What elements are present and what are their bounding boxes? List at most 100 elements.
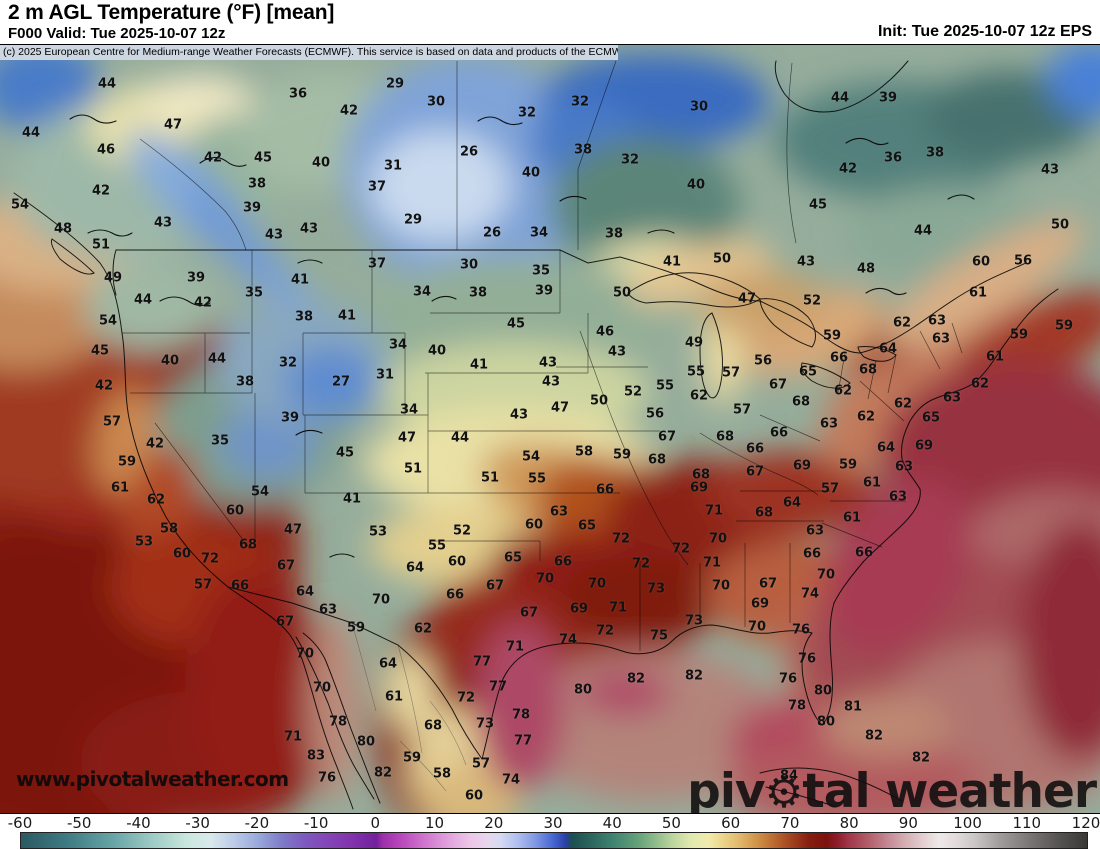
temp-label: 44 [133, 292, 153, 308]
temp-label: 71 [608, 600, 628, 616]
temp-label: 59 [346, 620, 366, 636]
baja-peninsula [295, 632, 381, 804]
temp-label: 69 [689, 480, 709, 496]
temp-label: 63 [318, 602, 338, 618]
temp-label: 55 [686, 364, 706, 380]
temp-label: 55 [527, 471, 547, 487]
cuba-coastline [759, 767, 903, 808]
temp-label: 76 [797, 651, 817, 667]
temp-label: 62 [856, 409, 876, 425]
temp-label: 43 [153, 215, 173, 231]
temp-label: 71 [505, 639, 525, 655]
temp-label: 30 [689, 99, 709, 115]
temp-label: 31 [375, 367, 395, 383]
contour-squiggles [69, 114, 975, 558]
colorbar-tick-label: 30 [543, 814, 563, 832]
temp-label: 38 [925, 145, 945, 161]
temp-label: 39 [186, 270, 206, 286]
temp-label: 73 [475, 716, 495, 732]
temperature-field-blobs [0, 45, 1100, 813]
temp-label: 71 [702, 555, 722, 571]
temp-label: 66 [445, 587, 465, 603]
temp-label: 70 [747, 619, 767, 635]
temp-label: 43 [538, 355, 558, 371]
temp-label: 64 [378, 656, 398, 672]
temp-label: 56 [1013, 253, 1033, 269]
temp-label: 70 [711, 578, 731, 594]
colorbar-tick-label: 0 [370, 814, 381, 832]
temp-label: 73 [646, 581, 666, 597]
temp-label: 42 [145, 436, 165, 452]
brand-prefix: piv [687, 764, 765, 814]
temp-label: 44 [450, 430, 470, 446]
temp-label: 68 [791, 394, 811, 410]
temp-label: 68 [238, 537, 258, 553]
temp-label: 70 [295, 646, 315, 662]
temp-label: 61 [842, 510, 862, 526]
temp-label: 69 [914, 438, 934, 454]
colorbar-tick-label: 70 [780, 814, 800, 832]
atlantic-coastline [833, 288, 1059, 604]
great-lakes-border-east [759, 262, 1027, 354]
map-borders [13, 60, 1059, 810]
temp-label: 57 [471, 756, 491, 772]
temp-label: 53 [368, 524, 388, 540]
temp-label: 82 [684, 668, 704, 684]
temp-label: 84 [779, 768, 799, 784]
colorbar-gradient [20, 832, 1088, 849]
temp-label: 57 [721, 365, 741, 381]
temp-label: 60 [225, 503, 245, 519]
temp-label: 64 [876, 440, 896, 456]
temp-label: 68 [423, 718, 443, 734]
temp-label: 50 [612, 285, 632, 301]
temp-label: 57 [102, 414, 122, 430]
temp-label: 66 [854, 545, 874, 561]
temp-label: 32 [517, 105, 537, 121]
temp-label: 72 [200, 551, 220, 567]
temp-label: 74 [558, 632, 578, 648]
temp-label: 78 [787, 698, 807, 714]
temp-label: 44 [913, 223, 933, 239]
temp-label: 61 [110, 480, 130, 496]
mexico-state-borders [351, 622, 467, 792]
temp-label: 62 [970, 376, 990, 392]
temp-label: 47 [283, 522, 303, 538]
temp-label: 70 [708, 531, 728, 547]
temp-label: 70 [312, 680, 332, 696]
temp-label: 63 [931, 331, 951, 347]
temp-label: 26 [459, 144, 479, 160]
temp-label: 60 [447, 554, 467, 570]
colorbar-tick-label: -40 [126, 814, 151, 832]
temp-label: 76 [791, 622, 811, 638]
temp-label: 26 [482, 225, 502, 241]
temp-label: 47 [397, 430, 417, 446]
temp-label: 32 [278, 355, 298, 371]
valid-time-label: F000 Valid: Tue 2025-10-07 12z [8, 25, 226, 42]
temp-label: 66 [769, 425, 789, 441]
lake-michigan [699, 312, 723, 399]
temp-label: 63 [805, 523, 825, 539]
temp-label: 72 [631, 556, 651, 572]
temp-label: 43 [796, 254, 816, 270]
temp-label: 75 [649, 628, 669, 644]
temp-label: 61 [968, 285, 988, 301]
watermark-url: www.pivotalweather.com [16, 767, 289, 791]
temp-label: 54 [250, 484, 270, 500]
temp-label: 74 [800, 586, 820, 602]
temp-label: 82 [373, 765, 393, 781]
temp-label: 43 [1040, 162, 1060, 178]
init-time-label: Init: Tue 2025-10-07 12z EPS [877, 23, 1092, 40]
temp-label: 51 [403, 461, 423, 477]
temp-label: 39 [878, 90, 898, 106]
mexico-us-border [227, 586, 483, 760]
lake-ontario [857, 346, 897, 362]
page-title: 2 m AGL Temperature (°F) [mean] [8, 1, 335, 24]
temp-label: 59 [838, 457, 858, 473]
temp-label: 48 [856, 261, 876, 277]
temp-label: 42 [91, 183, 111, 199]
temp-label: 38 [294, 309, 314, 325]
forecast-map: (c) 2025 European Centre for Medium-rang… [0, 44, 1100, 814]
temp-label: 68 [691, 467, 711, 483]
temp-label: 61 [985, 349, 1005, 365]
temp-label: 37 [367, 179, 387, 195]
